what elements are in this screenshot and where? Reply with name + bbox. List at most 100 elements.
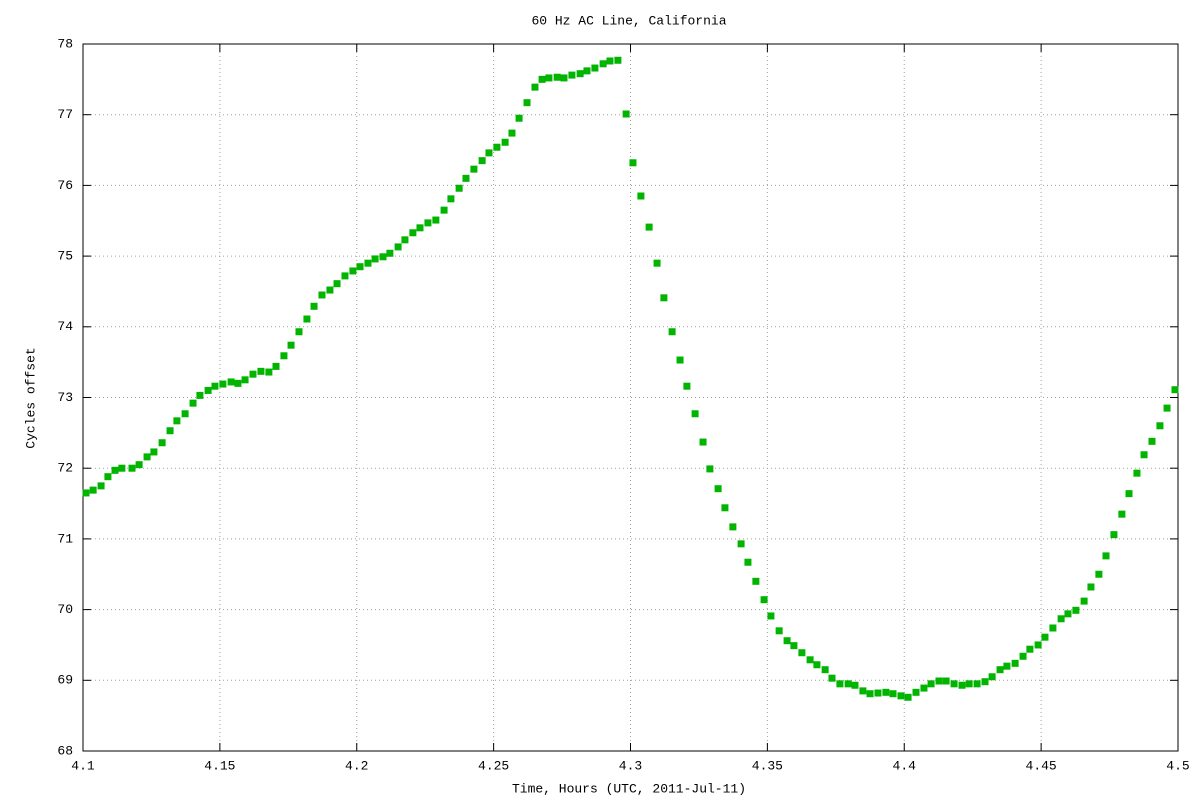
- point: [560, 74, 568, 82]
- point: [424, 219, 432, 227]
- point: [508, 129, 516, 137]
- point: [1049, 624, 1057, 632]
- point: [645, 223, 653, 231]
- point: [1110, 531, 1118, 539]
- point: [97, 482, 105, 490]
- point: [196, 391, 204, 399]
- point: [981, 678, 989, 686]
- y-tick-label: 77: [57, 107, 73, 122]
- point: [904, 693, 912, 701]
- point: [851, 681, 859, 689]
- point: [181, 410, 189, 418]
- point: [219, 380, 227, 388]
- point: [676, 356, 684, 364]
- point: [478, 157, 486, 165]
- point: [591, 64, 599, 72]
- point: [349, 267, 357, 275]
- point: [265, 368, 273, 376]
- point: [1041, 633, 1049, 641]
- point: [576, 70, 584, 78]
- point: [874, 689, 882, 697]
- point: [143, 453, 151, 461]
- y-tick-label: 75: [57, 249, 73, 264]
- point: [234, 379, 242, 387]
- point: [118, 464, 126, 472]
- point: [1087, 583, 1095, 591]
- x-tick-label: 4.35: [752, 758, 783, 773]
- point: [935, 677, 943, 685]
- point: [614, 56, 622, 64]
- point: [111, 466, 119, 474]
- x-tick-label: 4.45: [1026, 758, 1057, 773]
- point: [416, 224, 424, 232]
- y-tick-label: 73: [57, 390, 73, 405]
- point: [89, 486, 97, 494]
- point: [1148, 437, 1156, 445]
- point: [1064, 610, 1072, 618]
- point: [166, 427, 174, 435]
- point: [333, 280, 341, 288]
- point: [280, 352, 288, 360]
- point: [211, 382, 219, 390]
- point: [889, 690, 897, 698]
- point: [942, 677, 950, 685]
- y-tick-label: 78: [57, 36, 73, 51]
- point: [721, 504, 729, 512]
- point: [988, 673, 996, 681]
- point: [691, 410, 699, 418]
- y-tick-label: 71: [57, 531, 73, 546]
- point: [836, 680, 844, 688]
- x-tick-label: 4.25: [478, 758, 509, 773]
- x-tick-label: 4.2: [345, 758, 368, 773]
- point: [249, 370, 257, 378]
- plot-frame: [82, 43, 1179, 752]
- point: [1003, 662, 1011, 670]
- y-tick-label: 76: [57, 178, 73, 193]
- point: [783, 637, 791, 645]
- point: [683, 382, 691, 390]
- point: [1019, 652, 1027, 660]
- point: [844, 680, 852, 688]
- point: [737, 540, 745, 548]
- point: [241, 376, 249, 384]
- point: [996, 666, 1004, 674]
- point: [1011, 659, 1019, 667]
- point: [714, 485, 722, 493]
- point: [760, 596, 768, 604]
- point: [470, 165, 478, 173]
- point: [859, 687, 867, 695]
- point: [828, 674, 836, 682]
- point: [668, 328, 676, 336]
- point: [1140, 451, 1148, 459]
- point: [1057, 615, 1065, 623]
- point: [965, 680, 973, 688]
- x-tick-label: 4.3: [619, 758, 642, 773]
- point: [775, 627, 783, 635]
- point: [462, 174, 470, 182]
- x-tick-label: 4.15: [204, 758, 235, 773]
- point: [866, 690, 874, 698]
- point: [568, 71, 576, 79]
- point: [204, 386, 212, 394]
- point: [882, 688, 890, 696]
- point: [531, 83, 539, 91]
- y-tick-label: 74: [57, 319, 73, 334]
- point: [303, 315, 311, 323]
- point: [767, 612, 775, 620]
- point: [973, 680, 981, 688]
- point: [752, 577, 760, 585]
- x-tick-label: 4.1: [71, 758, 95, 773]
- y-tick-label: 70: [57, 602, 73, 617]
- point: [227, 378, 235, 386]
- point: [371, 255, 379, 263]
- point: [1095, 570, 1103, 578]
- point: [1080, 597, 1088, 605]
- point: [553, 73, 561, 81]
- point: [729, 523, 737, 531]
- point: [950, 680, 958, 688]
- point: [806, 656, 814, 664]
- point: [515, 114, 523, 122]
- point: [394, 243, 402, 251]
- x-tick-label: 4.5: [1166, 758, 1189, 773]
